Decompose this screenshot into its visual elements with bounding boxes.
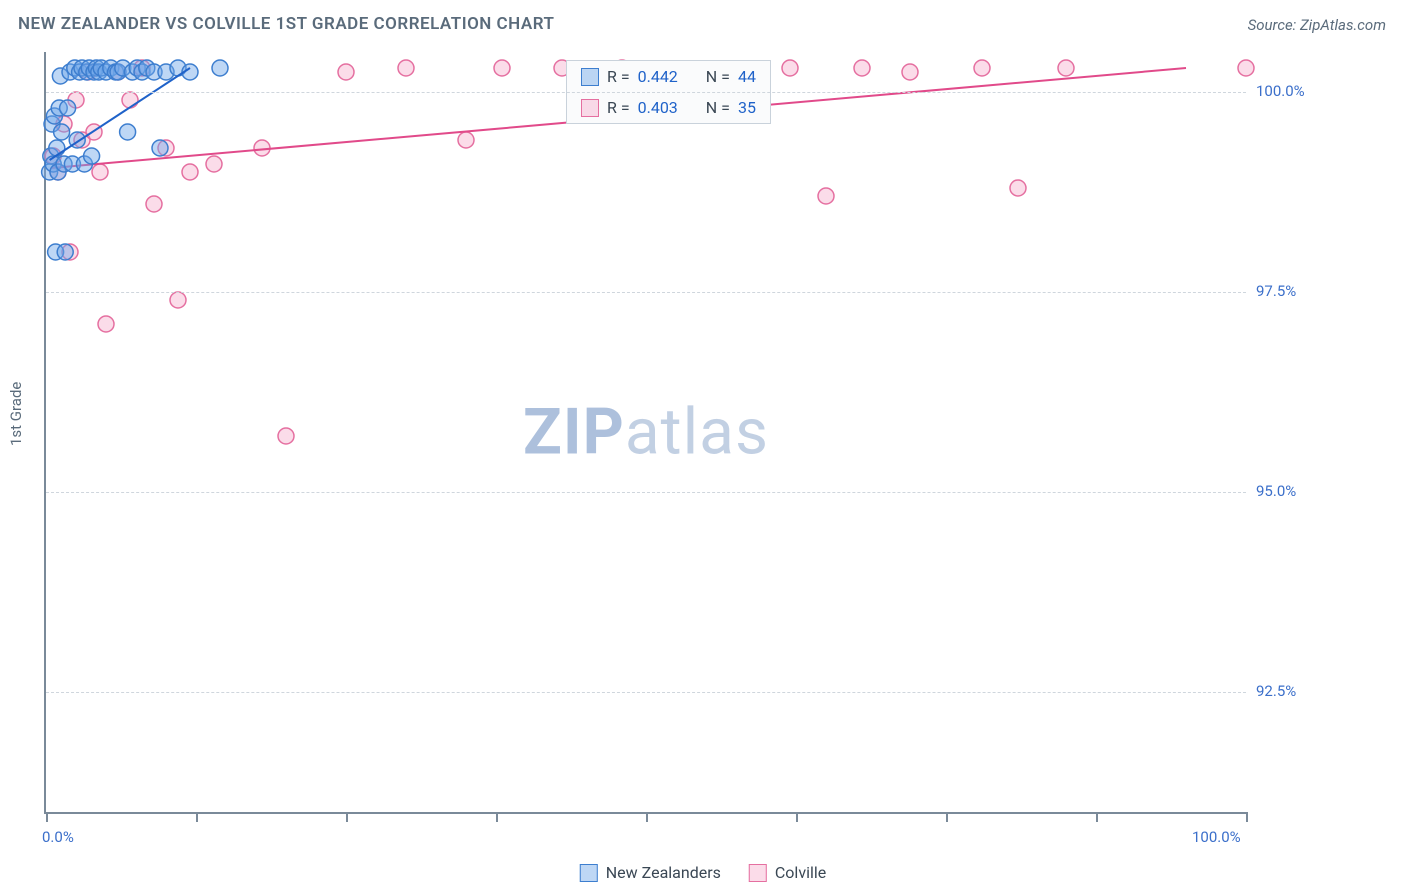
legend-item: New Zealanders: [580, 863, 721, 882]
data-point: [152, 140, 168, 156]
data-point: [1058, 60, 1074, 76]
stat-n-label: N =: [706, 98, 730, 117]
chart-title: NEW ZEALANDER VS COLVILLE 1ST GRADE CORR…: [18, 14, 554, 34]
stat-r-value: 0.442: [638, 67, 678, 86]
data-point: [494, 60, 510, 76]
data-point: [974, 60, 990, 76]
plot-area: ZIPatlas R = 0.442N = 44R = 0.403N = 35 …: [44, 52, 1246, 814]
data-point: [98, 316, 114, 332]
data-point: [206, 156, 222, 172]
stat-r-label: R =: [607, 98, 630, 117]
stat-n-label: N =: [706, 67, 730, 86]
legend-label: Colville: [775, 863, 826, 882]
data-point: [54, 124, 70, 140]
series-legend: New Zealanders Colville: [580, 863, 826, 882]
y-axis-label: 1st Grade: [7, 382, 25, 446]
x-tick-label: 100.0%: [1192, 828, 1241, 846]
data-point: [60, 100, 76, 116]
x-tick-label: 0.0%: [42, 828, 74, 846]
stat-r-value: 0.403: [638, 98, 678, 117]
stat-n-value: 35: [738, 98, 756, 117]
data-point: [182, 164, 198, 180]
legend-swatch: [580, 864, 598, 882]
chart-container: NEW ZEALANDER VS COLVILLE 1ST GRADE CORR…: [0, 0, 1406, 892]
data-point: [120, 124, 136, 140]
data-point: [818, 188, 834, 204]
data-point: [212, 60, 228, 76]
data-point: [854, 60, 870, 76]
legend-item: Colville: [749, 863, 826, 882]
data-point: [146, 196, 162, 212]
legend-swatch: [581, 99, 599, 117]
y-tick-label: 100.0%: [1256, 82, 1356, 100]
y-tick-label: 95.0%: [1256, 482, 1356, 500]
data-point: [398, 60, 414, 76]
data-point: [57, 244, 73, 260]
data-point: [278, 428, 294, 444]
y-tick-label: 92.5%: [1256, 682, 1356, 700]
scatter-svg: [46, 52, 1246, 812]
stat-n-value: 44: [738, 67, 756, 86]
data-point: [782, 60, 798, 76]
source-label: Source: ZipAtlas.com: [1248, 16, 1386, 34]
data-point: [338, 64, 354, 80]
legend-swatch: [749, 864, 767, 882]
data-point: [49, 140, 65, 156]
legend-swatch: [581, 68, 599, 86]
y-tick-label: 97.5%: [1256, 282, 1356, 300]
data-point: [122, 92, 138, 108]
data-point: [84, 148, 100, 164]
data-point: [1238, 60, 1254, 76]
data-point: [1010, 180, 1026, 196]
data-point: [902, 64, 918, 80]
data-point: [92, 164, 108, 180]
data-point: [170, 292, 186, 308]
legend-label: New Zealanders: [606, 863, 721, 882]
stat-r-label: R =: [607, 67, 630, 86]
data-point: [458, 132, 474, 148]
